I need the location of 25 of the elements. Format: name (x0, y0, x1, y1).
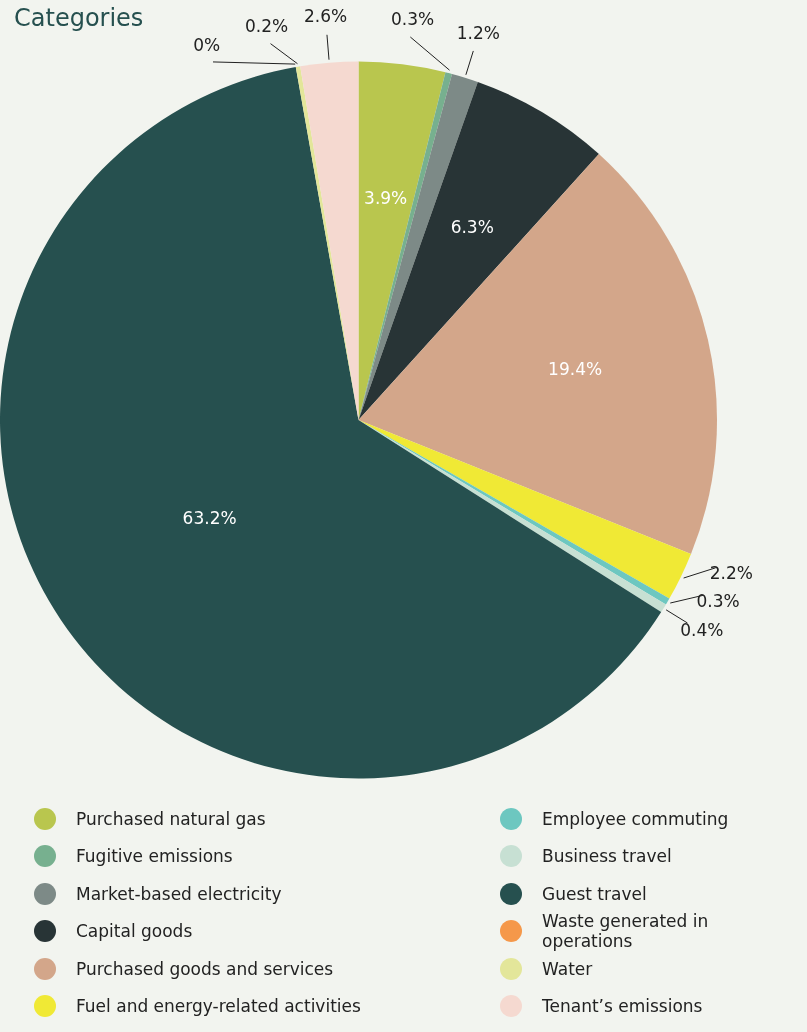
legend-label: Purchased goods and services (76, 958, 334, 979)
data-label: 0.2% (245, 15, 289, 36)
legend-label: Market-based electricity (76, 883, 282, 904)
data-label: 2.6% (303, 6, 348, 27)
data-label: 2.2% (709, 562, 753, 583)
legend-label: Tenant’s emissions (542, 996, 703, 1017)
data-label: 0.3% (390, 8, 435, 29)
data-label: 1.2% (456, 23, 500, 44)
data-label: 19.4% (548, 358, 603, 379)
data-label: 0.4% (680, 620, 724, 641)
legend-label: Guest travel (542, 883, 647, 904)
legend-label: Water (542, 958, 593, 979)
data-label: 3.9% (364, 187, 408, 208)
data-label: 6.3% (450, 217, 494, 238)
text: 0% (193, 34, 221, 55)
legend-label: Business travel (542, 846, 672, 867)
legend-label: Purchased natural gas (76, 808, 266, 829)
legend-label: Fugitive emissions (76, 846, 233, 867)
legend-label: Employee commuting (542, 808, 729, 829)
legend-label: Fuel and energy-related activities (76, 996, 361, 1017)
legend-label: Waste generated in operations (542, 911, 710, 952)
data-label: 63.2% (182, 508, 237, 529)
legend-label: Capital goods (76, 921, 193, 942)
chart-title: Categories (14, 4, 144, 32)
data-label: 0.3% (696, 591, 740, 612)
